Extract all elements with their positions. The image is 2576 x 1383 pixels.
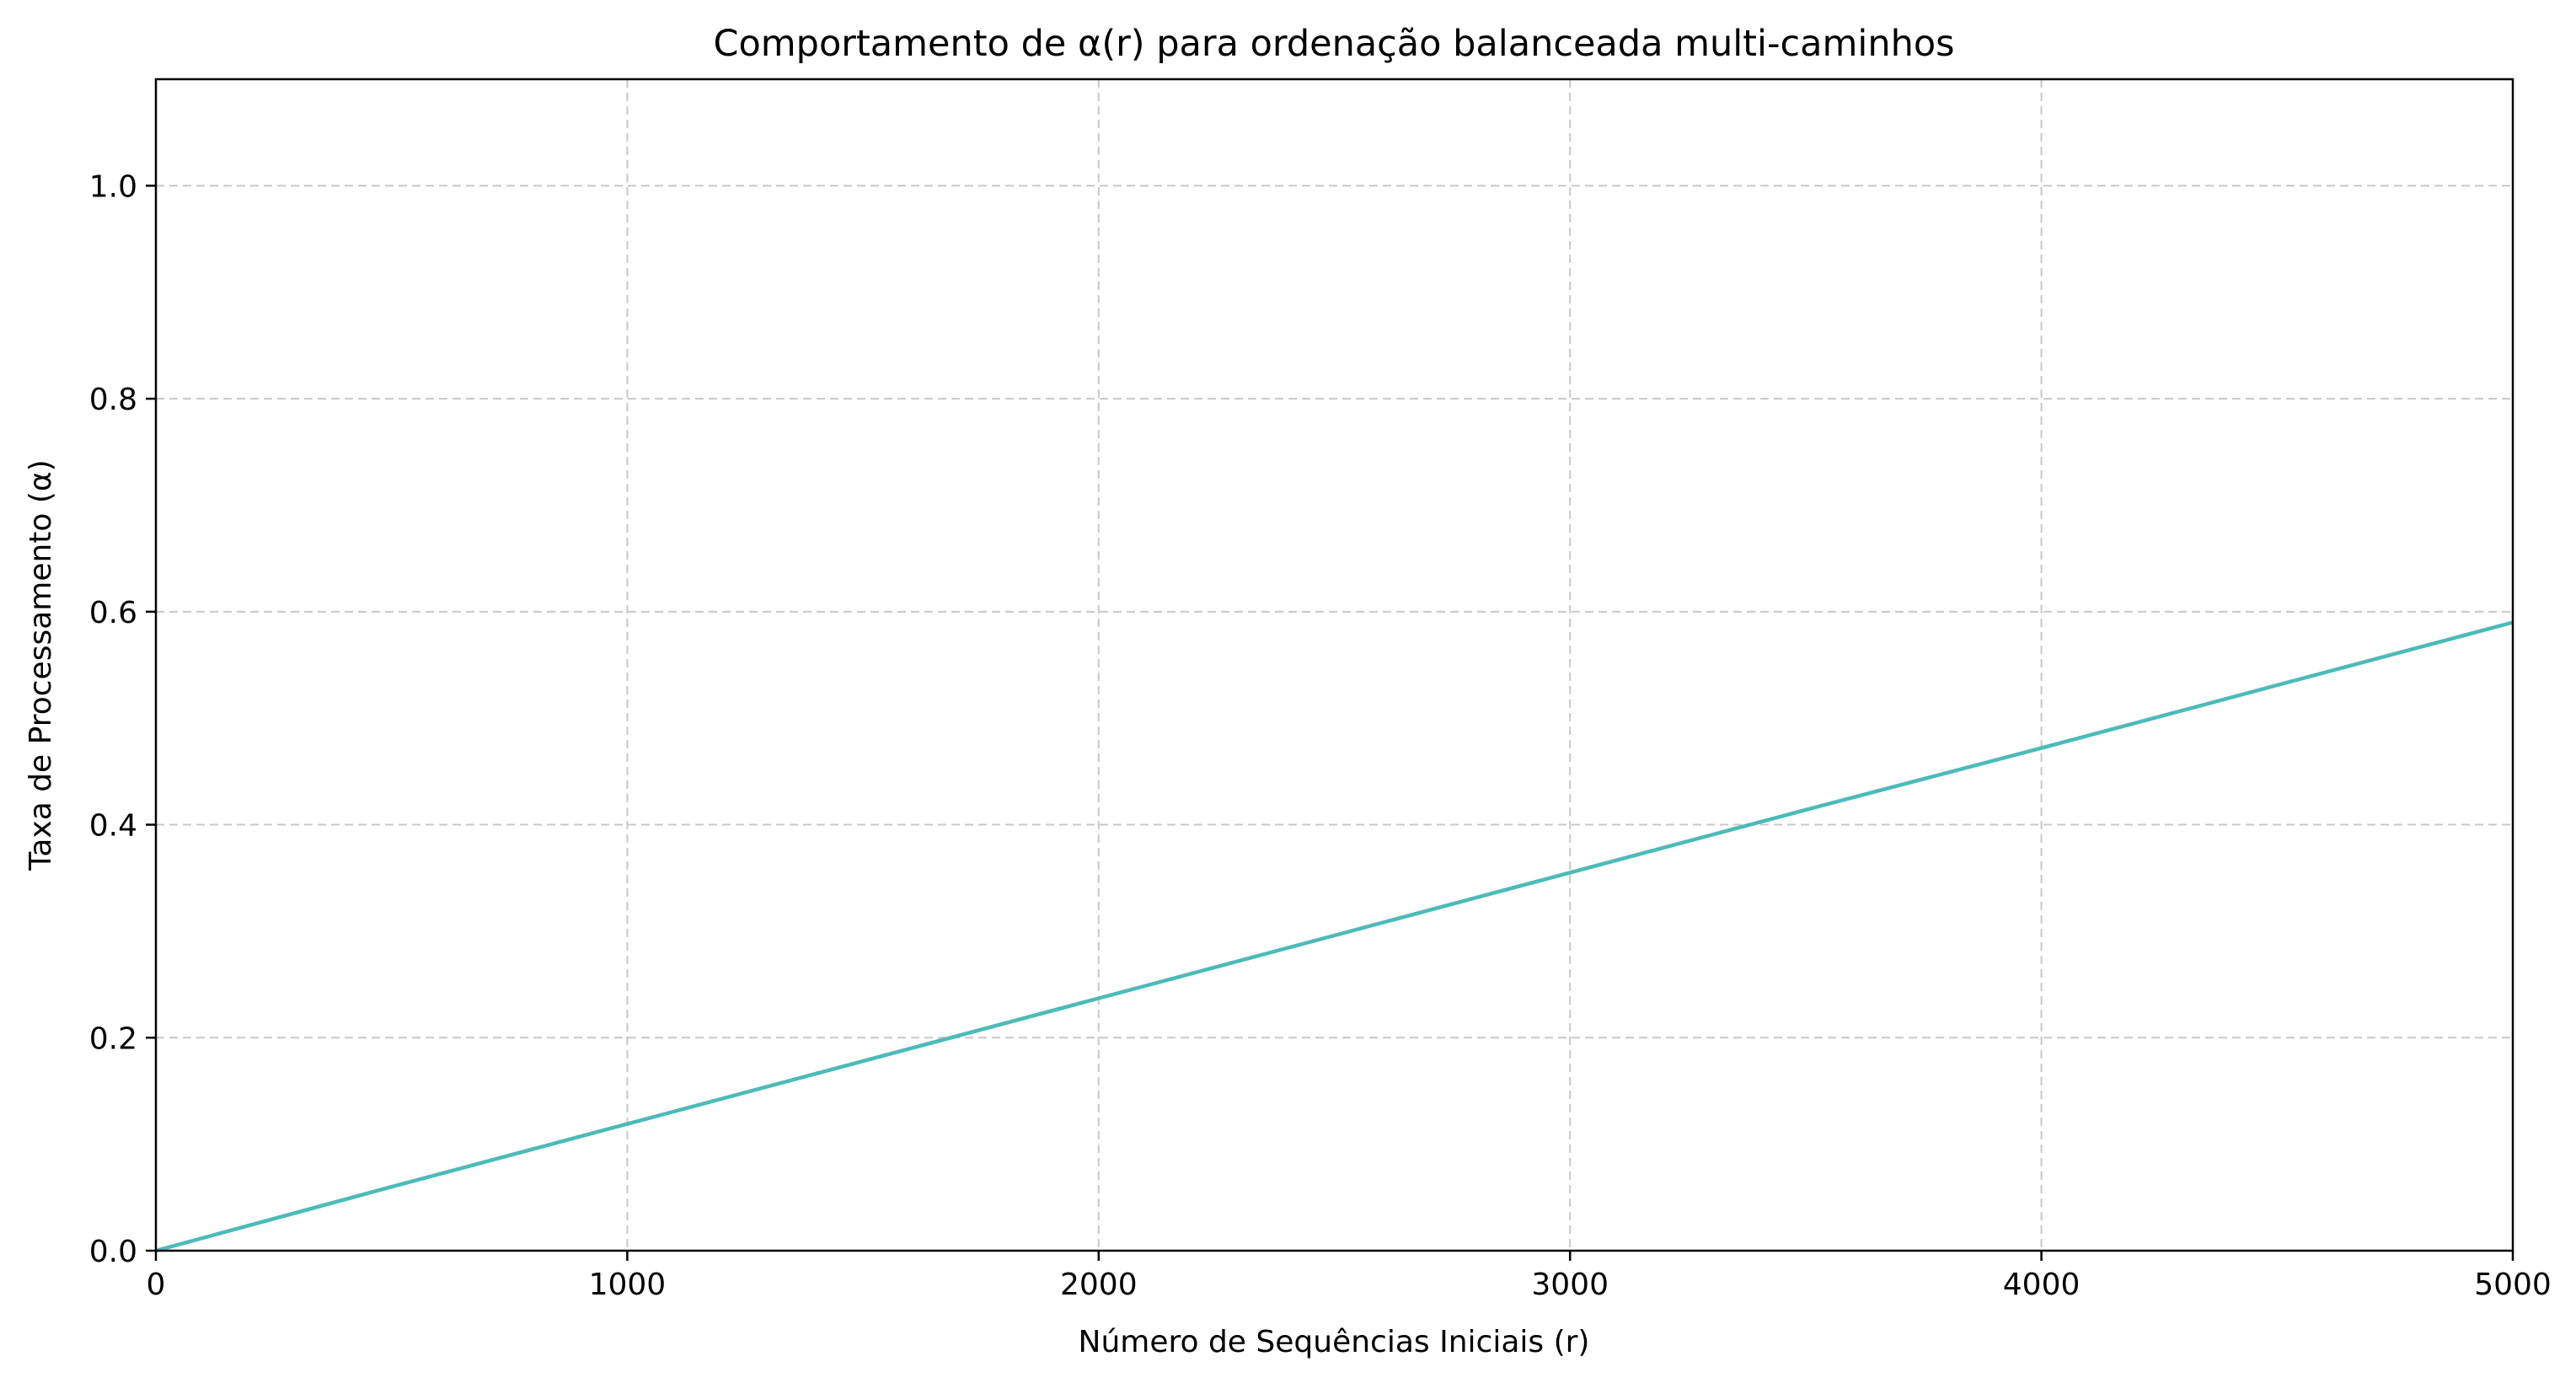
y-tick-label: 0.0 <box>89 1235 137 1269</box>
series-group <box>155 620 2514 1253</box>
series-line <box>155 620 2514 1253</box>
axis-ticks: 0 1000 2000 3000 4000 5000 0.0 0.2 0.4 0.6 0.8 1.0 <box>89 169 2552 1302</box>
chart-title: Comportamento de α(r) para ordenação bal… <box>713 23 1954 65</box>
plot-frame <box>154 78 2514 1252</box>
x-axis-label: Número de Sequências Iniciais (r) <box>1079 1325 1590 1359</box>
x-tick-label: 1000 <box>589 1268 667 1302</box>
x-tick-label: 5000 <box>2474 1268 2552 1302</box>
y-tick-label: 0.4 <box>89 809 137 844</box>
y-tick-label: 1.0 <box>89 169 137 204</box>
x-tick-label: 2000 <box>1060 1268 1138 1302</box>
y-tick-label: 0.6 <box>89 596 137 630</box>
y-tick-label: 0.2 <box>89 1021 137 1056</box>
y-axis-label: Taxa de Processamento (α) <box>24 459 58 871</box>
y-tick-label: 0.8 <box>89 383 137 417</box>
x-tick-label: 0 <box>147 1268 166 1302</box>
x-tick-label: 4000 <box>2003 1268 2081 1302</box>
x-tick-label: 3000 <box>1531 1268 1609 1302</box>
